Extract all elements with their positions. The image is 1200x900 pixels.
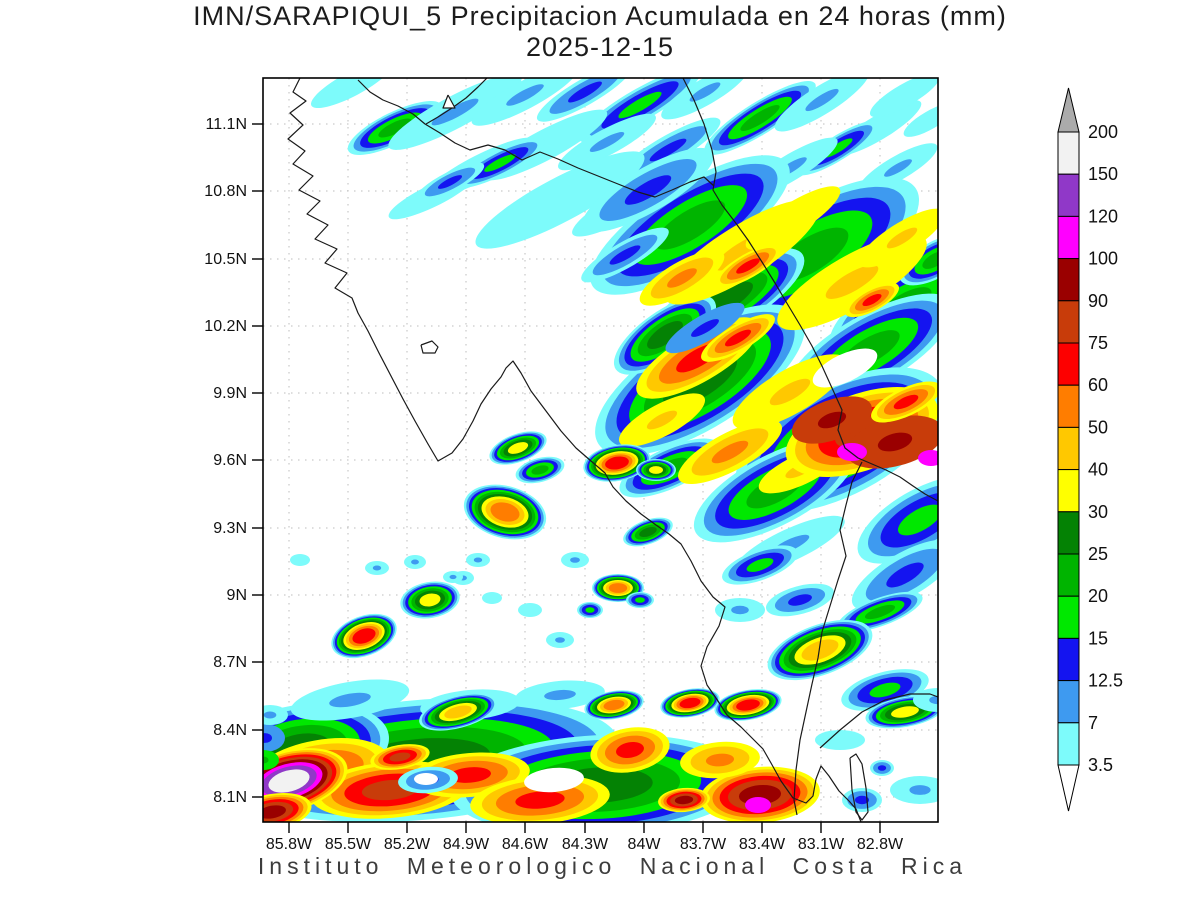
lat-tick-label: 8.4N [213,722,247,739]
page-title: IMN/SARAPIQUI_5 Precipitacion Acumulada … [193,1,1007,31]
precip-field [263,78,938,822]
lat-tick-label: 9.3N [213,520,247,537]
lat-tick-label: 9N [227,587,247,604]
colorbar-label: 200 [1088,122,1118,142]
lat-tick-label: 8.7N [213,654,247,671]
lat-tick-label: 10.2N [204,318,247,335]
colorbar-band [1057,131,1080,175]
colorbar-under-arrow [1057,764,1080,812]
lat-tick-label: 11.1N [205,116,247,133]
colorbar-label: 12.5 [1088,671,1123,691]
colorbar: 200 150 120 100 90 75 60 50 40 30 25 20 15 12.5 7 3.5 [1057,87,1123,812]
colorbar-label: 150 [1088,164,1118,184]
colorbar-band [1057,469,1080,513]
lat-tick-label: 9.6N [213,452,247,469]
colorbar-label: 7 [1088,713,1098,733]
colorbar-label: 30 [1088,502,1108,522]
colorbar-band [1057,680,1080,724]
colorbar-label: 3.5 [1088,755,1113,775]
colorbar-label: 25 [1088,544,1108,564]
lat-tick-label: 8.1N [213,789,247,806]
coastlines [287,78,938,822]
lon-tick-label: 83.1W [798,836,845,853]
colorbar-label: 20 [1088,586,1108,606]
colorbar-band [1057,553,1080,597]
colorbar-band [1057,258,1080,302]
lat-axis: 11.1N 10.8N 10.5N 10.2N 9.9N 9.6N 9.3N 9N 8.7N 8.… [204,116,263,806]
colorbar-over-arrow [1057,87,1080,133]
colorbar-band [1057,426,1080,471]
colorbar-label: 90 [1088,291,1108,311]
lon-tick-label: 84W [628,836,662,853]
caption: Instituto Meteorologico Nacional Costa R… [257,853,968,879]
lat-tick-label: 10.8N [204,183,247,200]
colorbar-band [1057,595,1080,639]
page-title-date: 2025-12-15 [525,32,675,62]
lon-tick-label: 85.2W [384,836,431,853]
colorbar-band [1057,173,1080,217]
colorbar-band [1057,722,1080,766]
colorbar-label: 75 [1088,333,1108,353]
lon-tick-label: 83.7W [680,836,727,853]
colorbar-label: 60 [1088,375,1108,395]
lon-tick-label: 84.9W [443,836,490,853]
lon-axis: 85.8W 85.5W 85.2W 84.9W 84.6W 84.3W 84W 83.7W 83… [266,822,904,853]
colorbar-band [1057,342,1080,386]
lon-tick-label: 85.8W [266,836,313,853]
colorbar-label: 50 [1088,417,1108,437]
colorbar-band [1057,637,1080,682]
colorbar-band [1057,384,1080,428]
lat-tick-label: 10.5N [204,251,247,268]
lon-tick-label: 84.6W [502,836,549,853]
colorbar-label: 120 [1088,206,1118,226]
colorbar-label: 100 [1088,249,1118,269]
colorbar-band [1057,511,1080,555]
colorbar-band [1057,215,1080,260]
lon-tick-label: 83.4W [739,836,786,853]
colorbar-band [1057,300,1080,344]
lon-tick-label: 82.8W [857,836,904,853]
map-frame [262,77,939,823]
lat-tick-label: 9.9N [213,385,247,402]
colorbar-label: 15 [1088,628,1108,648]
lon-tick-label: 85.5W [325,836,372,853]
colorbar-label: 40 [1088,460,1108,480]
lon-tick-label: 84.3W [562,836,609,853]
